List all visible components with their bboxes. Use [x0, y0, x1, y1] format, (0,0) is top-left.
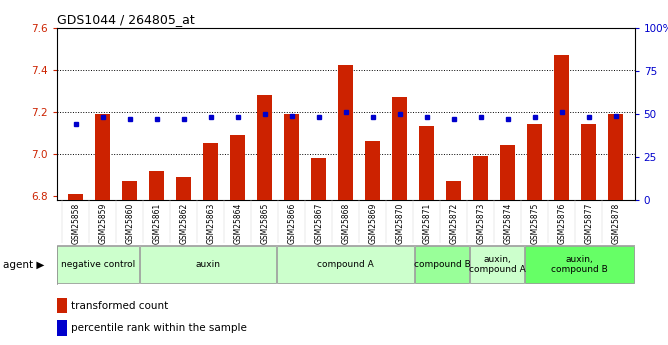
Bar [68, 194, 83, 200]
Bar [122, 181, 137, 200]
Bar [203, 143, 218, 200]
Bar [57, 246, 139, 284]
Text: GSM25860: GSM25860 [125, 202, 134, 244]
Bar [257, 95, 272, 200]
Text: GSM25877: GSM25877 [584, 202, 593, 244]
Bar [420, 127, 434, 200]
Bar [230, 135, 245, 200]
Text: percentile rank within the sample: percentile rank within the sample [71, 323, 247, 333]
Bar [311, 158, 326, 200]
Text: auxin: auxin [196, 260, 220, 269]
Bar [554, 55, 569, 200]
Text: GSM25878: GSM25878 [611, 202, 620, 244]
Text: GSM25864: GSM25864 [233, 202, 242, 244]
Bar [96, 114, 110, 200]
Bar [392, 97, 407, 200]
Bar [473, 156, 488, 200]
Text: GDS1044 / 264805_at: GDS1044 / 264805_at [57, 13, 194, 27]
Text: GSM25868: GSM25868 [341, 202, 350, 244]
Text: GSM25858: GSM25858 [71, 202, 80, 244]
Text: auxin,
compound A: auxin, compound A [469, 255, 526, 275]
Bar [338, 66, 353, 200]
Text: GSM25873: GSM25873 [476, 202, 485, 244]
Text: GSM25865: GSM25865 [261, 202, 269, 244]
Bar [581, 124, 596, 200]
Text: GSM25871: GSM25871 [422, 202, 431, 244]
Bar [149, 171, 164, 200]
Bar [57, 320, 67, 336]
Text: agent ▶: agent ▶ [3, 260, 45, 270]
Text: GSM25872: GSM25872 [449, 202, 458, 244]
Bar [277, 246, 414, 284]
Text: GSM25874: GSM25874 [503, 202, 512, 244]
Text: GSM25866: GSM25866 [287, 202, 296, 244]
Text: GSM25863: GSM25863 [206, 202, 215, 244]
Text: compound B: compound B [413, 260, 470, 269]
Bar [365, 141, 380, 200]
Text: negative control: negative control [61, 260, 135, 269]
Bar [57, 298, 67, 313]
Bar [446, 181, 461, 200]
Text: compound A: compound A [317, 260, 374, 269]
Text: GSM25875: GSM25875 [530, 202, 539, 244]
Bar [527, 124, 542, 200]
Text: GSM25867: GSM25867 [314, 202, 323, 244]
Bar [176, 177, 191, 200]
Text: GSM25876: GSM25876 [557, 202, 566, 244]
Text: GSM25870: GSM25870 [395, 202, 404, 244]
Text: GSM25861: GSM25861 [152, 202, 161, 244]
Text: transformed count: transformed count [71, 301, 168, 311]
Bar [140, 246, 277, 284]
Text: GSM25859: GSM25859 [98, 202, 107, 244]
Text: GSM25862: GSM25862 [179, 202, 188, 244]
Text: GSM25869: GSM25869 [368, 202, 377, 244]
Bar [609, 114, 623, 200]
Bar [500, 145, 515, 200]
Bar [285, 114, 299, 200]
Bar [525, 246, 634, 284]
Bar [470, 246, 524, 284]
Text: auxin,
compound B: auxin, compound B [551, 255, 608, 275]
Bar [415, 246, 469, 284]
